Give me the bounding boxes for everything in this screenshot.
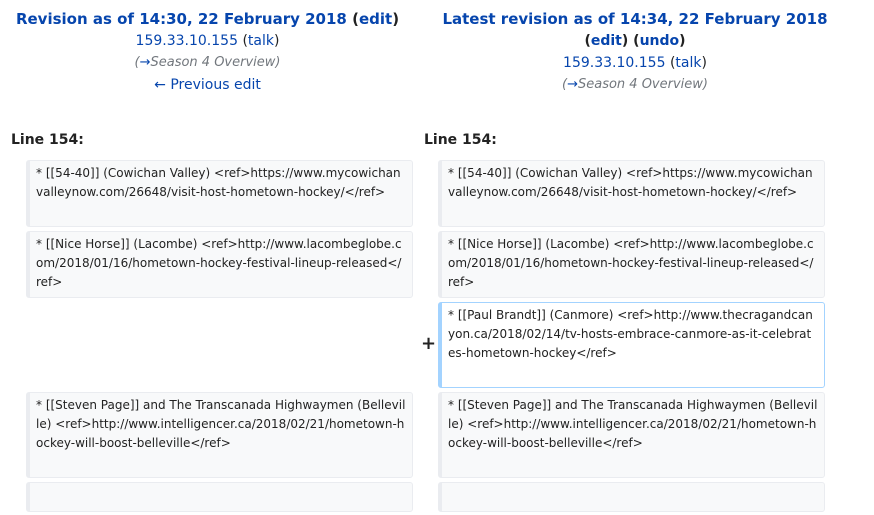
added-line-marker: + <box>421 333 437 354</box>
old-edit-summary: (→Season 4 Overview) <box>134 55 281 70</box>
old-line-number: Line 154: <box>11 132 84 148</box>
undo-link[interactable]: undo <box>639 33 680 49</box>
previous-edit-link[interactable]: ← Previous edit <box>154 77 261 93</box>
new-context-line: * [[Steven Page]] and The Transcanada Hi… <box>438 392 825 478</box>
new-revision-actions: (edit) (undo) <box>584 33 686 49</box>
old-context-line: * [[54-40]] (Cowichan Valley) <ref>https… <box>26 160 413 227</box>
new-revision-link[interactable]: Latest revision as of 14:34, 22 February… <box>442 10 828 28</box>
new-revision-header: Latest revision as of 14:34, 22 February… <box>415 0 855 96</box>
old-revision-title: Revision as of 14:30, 22 February 2018 (… <box>15 10 400 28</box>
new-edit-link[interactable]: edit <box>590 33 622 49</box>
old-context-line: * [[Steven Page]] and The Transcanada Hi… <box>26 392 413 478</box>
old-edit-link[interactable]: edit <box>358 10 393 28</box>
old-context-line-empty <box>26 482 413 512</box>
old-user-link[interactable]: 159.33.10.155 <box>135 33 238 49</box>
new-summary-text: Season 4 Overview <box>577 77 703 92</box>
new-edit-summary: (→Season 4 Overview) <box>562 77 708 92</box>
old-context-line: * [[Nice Horse]] (Lacombe) <ref>http://w… <box>26 231 413 298</box>
new-revision-user: 159.33.10.155 (talk) <box>563 55 707 71</box>
old-section-arrow-link[interactable]: → <box>139 55 151 70</box>
new-context-line: * [[54-40]] (Cowichan Valley) <ref>https… <box>438 160 825 227</box>
old-summary-text: Season 4 Overview <box>150 55 276 70</box>
old-revision-link[interactable]: Revision as of 14:30, 22 February 2018 <box>15 10 347 28</box>
new-revision-title: Latest revision as of 14:34, 22 February… <box>415 8 855 30</box>
new-user-link[interactable]: 159.33.10.155 <box>563 55 666 71</box>
new-context-line: * [[Nice Horse]] (Lacombe) <ref>http://w… <box>438 231 825 298</box>
old-talk-link[interactable]: talk <box>247 33 274 49</box>
new-section-arrow-link[interactable]: → <box>567 77 578 92</box>
new-line-number: Line 154: <box>424 132 497 148</box>
old-revision-header: Revision as of 14:30, 22 February 2018 (… <box>0 0 415 96</box>
new-context-line-empty <box>438 482 825 512</box>
old-revision-user: 159.33.10.155 (talk) <box>135 33 280 49</box>
new-talk-link[interactable]: talk <box>675 55 702 71</box>
added-line: * [[Paul Brandt]] (Canmore) <ref>http://… <box>438 302 825 388</box>
